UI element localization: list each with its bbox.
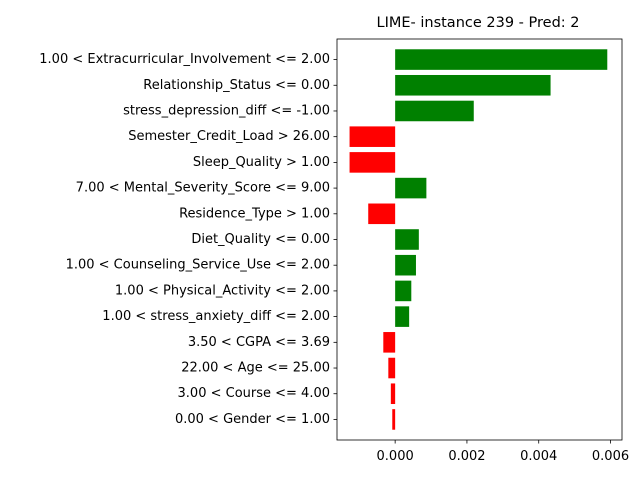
category-label: 1.00 < Physical_Activity <= 2.00	[115, 283, 330, 298]
bar-13	[388, 357, 396, 379]
bar-15	[392, 409, 396, 430]
x-tick-label: 0.004	[520, 449, 557, 464]
category-label: stress_depression_diff <= -1.00	[123, 103, 330, 118]
bar-8	[395, 229, 419, 250]
chart-title: LIME- instance 239 - Pred: 2	[376, 15, 579, 31]
category-label: Relationship_Status <= 0.00	[143, 78, 330, 93]
x-tick-label: 0.006	[592, 449, 629, 464]
category-label: Residence_Type > 1.00	[179, 206, 330, 221]
x-tick-label: 0.000	[377, 449, 414, 464]
plot-frame	[336, 38, 623, 441]
category-label: 1.00 < Counseling_Service_Use <= 2.00	[66, 258, 330, 273]
bar-12	[383, 332, 396, 353]
category-label: 7.00 < Mental_Severity_Score <= 9.00	[76, 181, 330, 196]
bar-5	[349, 152, 396, 173]
category-label: Diet_Quality <= 0.00	[191, 232, 330, 247]
category-label: Sleep_Quality > 1.00	[193, 155, 330, 170]
bar-2	[395, 74, 551, 96]
bar-6	[395, 177, 427, 199]
bar-9	[395, 254, 416, 276]
bar-4	[349, 126, 396, 147]
category-label: 22.00 < Age <= 25.00	[181, 361, 330, 376]
category-label: 0.00 < Gender <= 1.00	[175, 412, 330, 427]
bar-1	[395, 49, 608, 70]
bar-14	[390, 383, 396, 405]
bar-11	[395, 306, 410, 327]
category-labels: 1.00 < Extracurricular_Involvement <= 2.…	[39, 52, 337, 427]
category-label: 1.00 < stress_anxiety_diff <= 2.00	[102, 309, 330, 324]
bar-10	[395, 280, 412, 302]
category-label: 3.50 < CGPA <= 3.69	[188, 335, 330, 350]
category-label: Semester_Credit_Load > 26.00	[128, 129, 330, 144]
bar-3	[395, 100, 474, 122]
x-tick-label: 0.002	[448, 449, 485, 464]
bar-7	[368, 203, 396, 225]
bars-layer	[349, 49, 608, 430]
x-axis: 0.000 0.002 0.004 0.006	[377, 440, 629, 464]
category-label: 3.00 < Course <= 4.00	[178, 386, 330, 401]
category-label: 1.00 < Extracurricular_Involvement <= 2.…	[39, 52, 330, 67]
